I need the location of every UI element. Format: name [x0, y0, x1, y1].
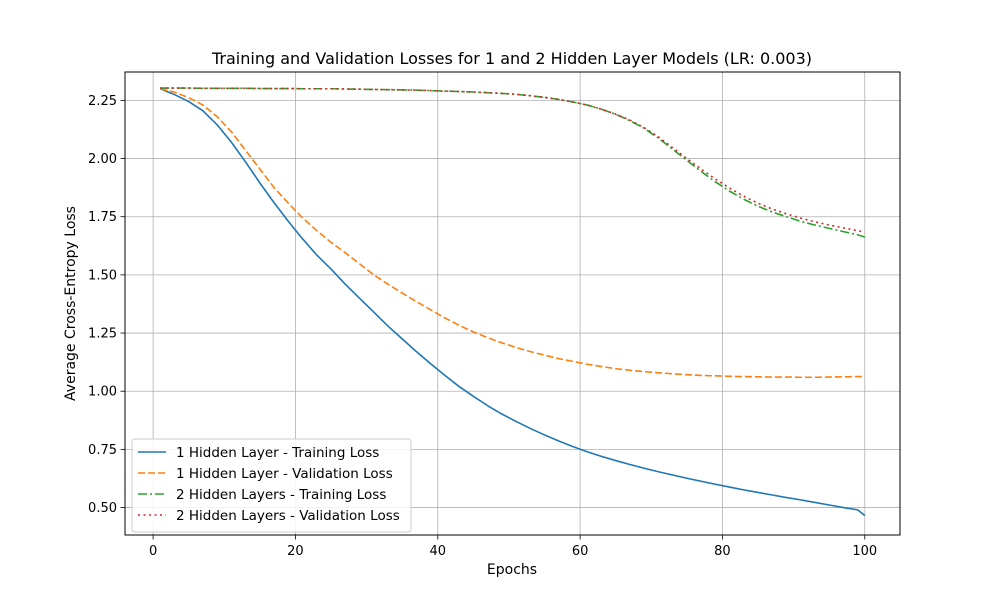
y-tick-label: 1.50: [88, 268, 117, 283]
x-tick-label: 40: [430, 544, 447, 559]
plot-frame: [124, 71, 901, 536]
legend-frame: [131, 438, 412, 533]
y-tick-label: 2.25: [88, 94, 117, 109]
y-axis-label: Average Cross-Entropy Loss: [63, 206, 79, 401]
y-tick-label: 1.75: [88, 210, 117, 225]
legend: 1 Hidden Layer - Training Loss 1 Hidden L…: [131, 438, 412, 533]
legend-label: 1 Hidden Layer - Training Loss: [176, 445, 379, 461]
axis-ticks: 0 20 40 60 80 100 0.50 0.75 1.00 1.25 1.50 1.75 2.00…: [88, 94, 877, 559]
x-tick-label: 60: [572, 544, 589, 559]
legend-label: 2 Hidden Layers - Validation Loss: [176, 508, 400, 524]
y-tick-label: 2.00: [88, 152, 117, 167]
series-line-1: [159, 88, 866, 517]
legend-label: 2 Hidden Layers - Training Loss: [176, 487, 386, 503]
series-layer: [159, 87, 866, 517]
x-tick-label: 100: [852, 544, 877, 559]
x-tick-label: 20: [287, 544, 304, 559]
chart-title: Training and Validation Losses for 1 and…: [211, 49, 812, 68]
x-axis-label: Epochs: [487, 562, 537, 578]
y-tick-label: 1.00: [88, 385, 117, 400]
x-tick-label: 0: [149, 544, 157, 559]
grid-lines: [125, 72, 900, 535]
y-tick-label: 0.75: [88, 443, 117, 458]
y-tick-label: 0.50: [88, 501, 117, 516]
x-tick-label: 80: [714, 544, 731, 559]
series-line-2: [160, 87, 865, 379]
legend-label: 1 Hidden Layer - Validation Loss: [176, 466, 393, 482]
y-tick-label: 1.25: [88, 327, 117, 342]
